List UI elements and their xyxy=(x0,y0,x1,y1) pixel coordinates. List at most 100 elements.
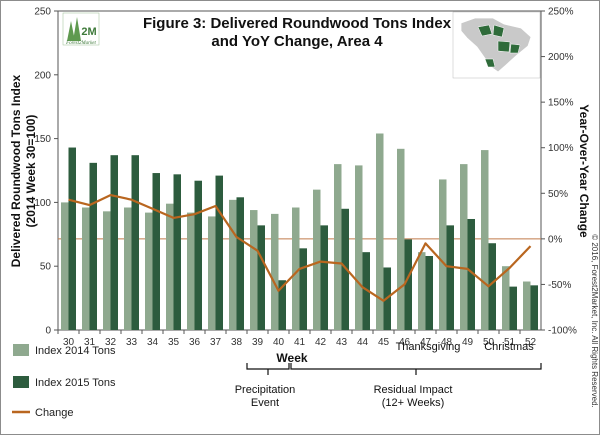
y-axis-title: Delivered Roundwood Tons Index xyxy=(9,74,23,267)
y2-tick-label: 150% xyxy=(548,98,574,109)
y-tick-label: 100 xyxy=(34,198,51,209)
x-tick-label: 41 xyxy=(294,337,306,348)
change-line-path xyxy=(68,194,532,302)
bar-2015-week-37 xyxy=(215,175,223,330)
bar-2015-week-42 xyxy=(320,225,328,330)
bar-2014-week-42 xyxy=(313,189,321,330)
y2-tick-label: 250% xyxy=(548,7,574,18)
state-outline xyxy=(460,17,532,73)
x-tick-label: 50 xyxy=(483,337,495,348)
bar-2015-week-49 xyxy=(467,218,475,330)
bar-2014-week-43 xyxy=(334,164,342,330)
y2-tick-label: 200% xyxy=(548,52,574,63)
precipitation-label-line2: Event xyxy=(251,397,279,409)
bar-2014-week-38 xyxy=(229,199,237,330)
bar-2015-week-50 xyxy=(488,243,496,330)
x-tick-label: 37 xyxy=(210,337,222,348)
precipitation-label: Precipitation xyxy=(235,384,296,396)
bar-2015-week-52 xyxy=(530,285,538,330)
y2-tick-label: -50% xyxy=(548,280,571,291)
bar-2015-week-51 xyxy=(509,286,517,330)
x-tick-label: 49 xyxy=(462,337,474,348)
y2-tick-label: 0% xyxy=(548,234,563,245)
annotations: Precipitation Event Residual Impact (12+… xyxy=(235,341,542,409)
bar-2015-week-33 xyxy=(131,155,139,330)
thanksgiving-label: Thanksgiving xyxy=(396,341,461,353)
bar-2015-week-46 xyxy=(404,239,412,330)
bar-2014-week-34 xyxy=(145,212,153,330)
x-tick-label: 34 xyxy=(147,337,159,348)
bar-2015-week-31 xyxy=(89,162,97,330)
x-tick-label: 30 xyxy=(63,337,75,348)
y-axis-subtitle: (2014 Week 30=100) xyxy=(24,115,38,228)
bar-2015-week-41 xyxy=(299,248,307,330)
legend-swatch-index-2014 xyxy=(13,344,29,356)
y-axis-left: 0 50 100 150 200 250 xyxy=(34,7,58,337)
bar-2015-week-48 xyxy=(446,225,454,330)
x-tick-label: 47 xyxy=(420,337,432,348)
bar-2014-week-47 xyxy=(418,252,426,330)
bar-2014-week-48 xyxy=(439,179,447,330)
region-highlight xyxy=(492,24,505,38)
legend-swatch-index-2015 xyxy=(13,376,29,388)
bar-2014-week-45 xyxy=(376,133,384,330)
region-highlight xyxy=(484,58,496,68)
bar-2014-week-49 xyxy=(460,164,468,330)
y-axis-right: -100% -50% 0% 50% 100% 150% 200% 250% xyxy=(541,7,577,337)
tree-icon xyxy=(67,17,81,41)
copyright-notice: © 2016, Forest2Market, Inc. All Rights R… xyxy=(590,234,599,408)
forest2market-logo: 2M Forest2Market xyxy=(62,12,100,46)
x-tick-label: 31 xyxy=(84,337,96,348)
y-tick-label: 150 xyxy=(34,134,51,145)
bar-2014-week-41 xyxy=(292,207,300,330)
x-axis-title: Week xyxy=(276,351,307,365)
bar-2014-week-50 xyxy=(481,150,489,330)
region-highlight xyxy=(477,24,493,37)
bar-2014-week-40 xyxy=(271,213,279,330)
bar-2014-week-39 xyxy=(250,210,258,330)
y-tick-label: 200 xyxy=(34,70,51,81)
residual-impact-label-line2: (12+ Weeks) xyxy=(382,397,444,409)
x-tick-label: 32 xyxy=(105,337,117,348)
legend-label-index-2014: Index 2014 Tons xyxy=(35,345,116,357)
x-tick-label: 33 xyxy=(126,337,138,348)
bar-2014-week-46 xyxy=(397,148,405,330)
x-tick-label: 48 xyxy=(441,337,453,348)
bar-2014-week-33 xyxy=(124,207,132,330)
residual-impact-label: Residual Impact xyxy=(374,384,453,396)
x-tick-label: 35 xyxy=(168,337,180,348)
bar-2015-week-34 xyxy=(152,173,160,330)
x-tick-label: 38 xyxy=(231,337,243,348)
bar-2015-week-35 xyxy=(173,174,181,330)
x-tick-label: 39 xyxy=(252,337,264,348)
legend-label-change: Change xyxy=(35,407,74,419)
legend-label-index-2015: Index 2015 Tons xyxy=(35,377,116,389)
bar-2014-week-36 xyxy=(187,212,195,330)
bar-2015-week-39 xyxy=(257,225,265,330)
x-tick-label: 40 xyxy=(273,337,285,348)
bar-2014-week-44 xyxy=(355,165,363,330)
y2-tick-label: -100% xyxy=(548,326,577,337)
y-tick-label: 0 xyxy=(45,326,51,337)
y-tick-label: 250 xyxy=(34,7,51,18)
chart-subtitle: and YoY Change, Area 4 xyxy=(211,33,383,50)
bar-2014-week-51 xyxy=(502,266,510,330)
region-highlight xyxy=(497,40,511,53)
bar-2014-week-52 xyxy=(523,281,531,330)
bar-2014-week-31 xyxy=(82,207,90,330)
bar-2014-week-30 xyxy=(61,202,69,330)
bar-2014-week-37 xyxy=(208,216,216,330)
x-tick-label: 36 xyxy=(189,337,201,348)
bar-2015-week-36 xyxy=(194,180,202,330)
inset-map xyxy=(452,11,541,79)
bar-2015-week-40 xyxy=(278,280,286,330)
region-highlight xyxy=(509,43,521,54)
series-index-2015-bars xyxy=(68,147,538,330)
x-axis: 30 31 32 33 34 35 36 37 38 39 40 41 42 43 44 45 46 47 48 49… xyxy=(57,330,536,348)
y2-axis-title: Year-Over-Year Change xyxy=(577,104,591,238)
bar-2015-week-47 xyxy=(425,255,433,330)
residual-bracket xyxy=(290,363,542,370)
series-change-line xyxy=(68,194,532,302)
